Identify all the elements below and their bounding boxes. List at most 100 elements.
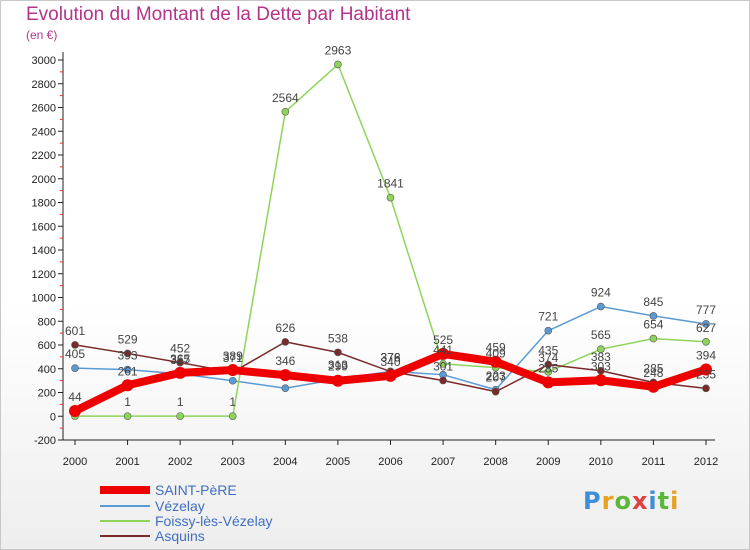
y-tick-label: 1600 (32, 221, 56, 233)
y-tick-label: 400 (38, 364, 56, 376)
data-point (228, 376, 237, 385)
data-label: 2564 (272, 91, 299, 105)
data-label: 261 (118, 364, 138, 378)
y-tick-label: 600 (38, 340, 56, 352)
data-point (700, 363, 712, 376)
legend-swatch-saint-pere (100, 486, 150, 494)
legend-item-asquins: Asquins (100, 528, 300, 545)
data-label: 301 (433, 360, 453, 374)
x-tick-label: 2008 (483, 456, 507, 468)
x-tick-label: 2007 (431, 456, 455, 468)
data-point (542, 376, 555, 389)
data-label: 394 (696, 348, 716, 362)
data-label: 207 (486, 371, 506, 385)
data-label: 626 (275, 321, 295, 335)
logo-letter: o (614, 487, 632, 515)
data-label: 313 (328, 358, 348, 372)
data-label: 777 (696, 303, 716, 317)
data-point (437, 347, 450, 360)
data-point (439, 376, 447, 385)
data-label: 365 (170, 352, 190, 366)
data-point (702, 320, 710, 328)
logo-letter: r (601, 487, 615, 515)
x-tick-label: 2000 (63, 456, 87, 468)
data-point (439, 360, 447, 368)
data-point (597, 345, 605, 353)
data-point (384, 369, 397, 382)
data-label: 845 (643, 295, 663, 309)
data-point (594, 374, 607, 387)
data-label: 285 (538, 361, 558, 375)
y-tick-label: 1200 (32, 269, 56, 281)
y-tick-label: 1800 (32, 198, 56, 210)
data-point (176, 358, 184, 367)
data-point (71, 364, 79, 372)
data-label: 452 (170, 342, 190, 356)
data-label: 627 (696, 321, 716, 335)
data-point (597, 302, 605, 311)
legend-label-foissy: Foissy-lès-Vézelay (155, 513, 273, 529)
data-point (226, 364, 239, 377)
x-tick-label: 2003 (221, 456, 245, 468)
data-label: 223 (486, 369, 506, 383)
data-label: 44 (68, 390, 82, 404)
legend-label-vezelay: Vézelay (155, 498, 205, 514)
chart-title: Evolution du Montant de la Dette par Hab… (26, 4, 411, 25)
data-point (69, 405, 81, 418)
legend-item-vezelay: Vézelay (100, 498, 300, 515)
data-point (281, 107, 290, 116)
data-label: 529 (118, 332, 138, 346)
data-label: 601 (65, 324, 85, 338)
y-tick-label: 0 (50, 411, 56, 423)
data-label: 393 (118, 349, 138, 363)
data-label: 924 (591, 286, 611, 300)
x-tick-label: 2012 (694, 456, 718, 468)
x-tick-label: 2004 (273, 456, 297, 468)
data-point (334, 60, 342, 69)
logo-letter: t (657, 487, 671, 515)
data-point (71, 341, 79, 349)
data-label: 303 (591, 359, 611, 373)
logo-letter: x (631, 487, 649, 515)
data-label: 340 (380, 355, 400, 369)
data-label: 1 (177, 395, 184, 409)
data-point (544, 326, 553, 335)
data-point (121, 379, 134, 392)
data-point (176, 412, 184, 420)
data-label: 389 (223, 349, 243, 363)
data-point (281, 338, 290, 346)
logo-letter: i (648, 487, 658, 515)
legend-swatch-foissy (100, 520, 150, 522)
data-label: 409 (486, 347, 506, 361)
data-label: 1841 (377, 177, 404, 191)
x-tick-label: 2009 (536, 456, 560, 468)
data-point (544, 360, 553, 369)
chart-subtitle: (en €) (26, 28, 58, 42)
data-label: 721 (538, 310, 558, 324)
data-label: 525 (433, 333, 453, 347)
x-tick-label: 2001 (115, 456, 139, 468)
data-point (386, 193, 395, 202)
data-label: 357 (170, 353, 190, 367)
data-label: 371 (223, 351, 243, 365)
legend-label-asquins: Asquins (155, 528, 205, 544)
data-point (489, 355, 502, 368)
y-tick-label: 2800 (32, 79, 56, 91)
data-label: 235 (696, 367, 716, 381)
data-point (331, 374, 344, 387)
data-point (649, 334, 658, 343)
x-tick-label: 2011 (642, 456, 666, 468)
proxiti-logo: Proxiti (583, 487, 679, 515)
x-tick-label: 2005 (326, 456, 350, 468)
y-tick-label: -200 (34, 435, 56, 447)
legend-swatch-asquins (100, 535, 150, 537)
data-label: 435 (538, 344, 558, 358)
logo-letter: i (670, 487, 680, 515)
data-point (279, 369, 292, 382)
data-label: 565 (591, 328, 611, 342)
data-point (649, 312, 658, 320)
data-point (491, 387, 500, 396)
legend-item-foissy: Foissy-lès-Vézelay (100, 513, 300, 530)
